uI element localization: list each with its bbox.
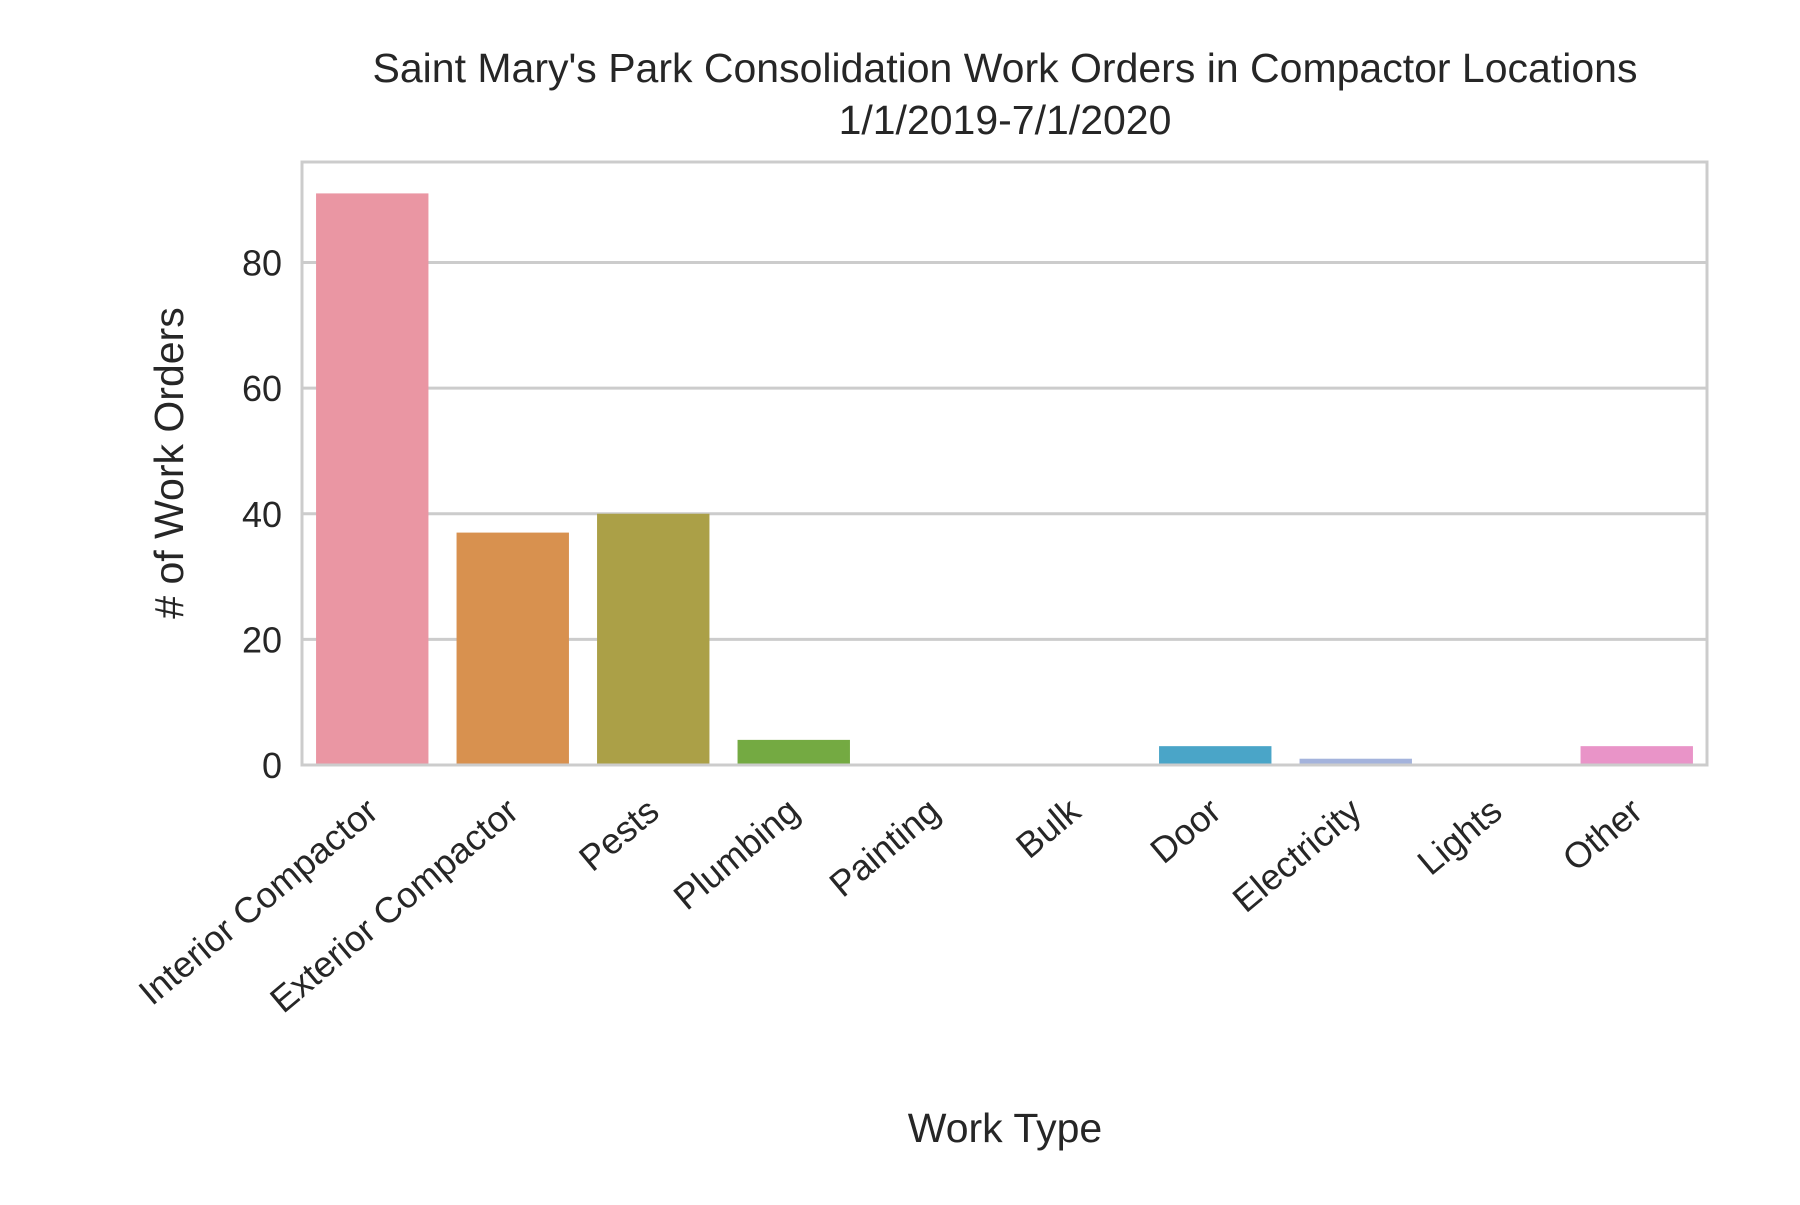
bars bbox=[316, 193, 1693, 765]
y-tick-label: 0 bbox=[262, 745, 282, 786]
x-tick-label: Other bbox=[1555, 790, 1650, 879]
y-axis-label: # of Work Orders bbox=[146, 307, 192, 618]
x-tick-label: Interior Compactor bbox=[131, 790, 386, 1013]
x-tick-label: Lights bbox=[1409, 790, 1509, 883]
y-tick-label: 40 bbox=[242, 494, 282, 535]
y-tick-label: 60 bbox=[242, 368, 282, 409]
bar-exterior-compactor bbox=[456, 532, 569, 765]
x-tick-label: Pests bbox=[571, 790, 666, 879]
chart-subtitle: 1/1/2019-7/1/2020 bbox=[839, 97, 1172, 143]
y-axis-ticks: 0 20 40 60 80 bbox=[242, 243, 282, 787]
chart-title: Saint Mary's Park Consolidation Work Ord… bbox=[373, 45, 1638, 91]
x-tick-label: Exterior Compactor bbox=[262, 790, 526, 1021]
x-tick-label: Painting bbox=[821, 790, 947, 905]
x-tick-label: Door bbox=[1142, 790, 1228, 872]
bar-interior-compactor bbox=[316, 193, 429, 765]
bar-door bbox=[1159, 746, 1272, 765]
x-tick-label: Electricity bbox=[1225, 790, 1369, 920]
bar-plumbing bbox=[737, 739, 850, 765]
bar-pests bbox=[597, 513, 710, 765]
plot-frame bbox=[300, 160, 1709, 767]
x-axis-label: Work Type bbox=[908, 1105, 1102, 1151]
x-tick-label: Plumbing bbox=[666, 790, 807, 918]
x-tick-label: Bulk bbox=[1008, 789, 1089, 866]
y-tick-label: 80 bbox=[242, 243, 282, 284]
y-tick-label: 20 bbox=[242, 619, 282, 660]
bar-other bbox=[1580, 746, 1693, 765]
bar-electricity bbox=[1299, 758, 1412, 765]
